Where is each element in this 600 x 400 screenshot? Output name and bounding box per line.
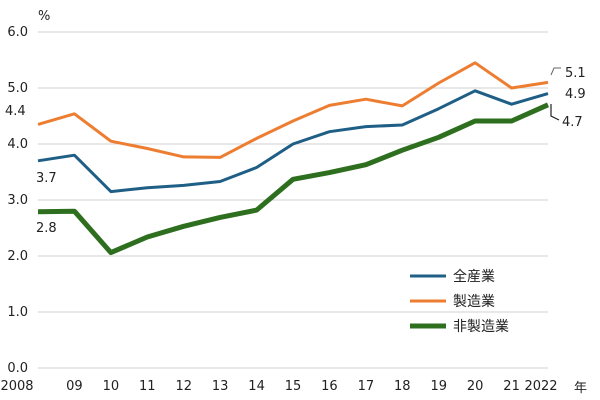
x-axis-ticks: 2008 09 10 11 12 13 14 15 16 17 18 19 20 21 2022: [0, 379, 557, 394]
legend-label: 製造業: [453, 294, 495, 310]
y-tick-label: 1.0: [7, 305, 28, 320]
series-lines: [37, 61, 550, 256]
data-labels: 4.4 3.7 2.8 5.1 4.9 4.7: [5, 66, 586, 236]
series-line-3: [37, 102, 550, 256]
data-label: 3.7: [36, 171, 57, 186]
x-tick-label: 2022: [524, 379, 557, 394]
data-label: 5.1: [565, 66, 586, 81]
y-tick-label: 4.0: [7, 137, 28, 152]
legend-label: 非製造業: [453, 319, 509, 335]
x-tick-label: 19: [430, 379, 447, 394]
data-label: 4.4: [5, 104, 26, 119]
y-tick-label: 3.0: [7, 193, 28, 208]
gridlines: [38, 31, 548, 369]
y-axis-ticks: 0.0 1.0 2.0 3.0 4.0 5.0 6.0: [7, 25, 28, 376]
y-tick-label: 0.0: [7, 361, 28, 376]
data-label: 4.7: [562, 115, 583, 130]
x-tick-label: 12: [175, 379, 192, 394]
x-tick-label: 15: [285, 379, 302, 394]
x-tick-label: 09: [66, 379, 83, 394]
data-label: 4.9: [565, 87, 586, 102]
series-line-2: [37, 61, 549, 159]
y-axis-unit-label: %: [38, 9, 50, 24]
x-tick-label: 20: [467, 379, 484, 394]
x-tick-label: 10: [103, 379, 120, 394]
x-tick-label: 17: [358, 379, 375, 394]
x-tick-label: 11: [139, 379, 156, 394]
x-tick-label: 2008: [0, 379, 33, 394]
leader-line: [550, 104, 560, 121]
x-axis-unit-label: 年: [574, 381, 587, 396]
legend-label: 全産業: [453, 268, 495, 285]
data-label: 2.8: [36, 221, 57, 236]
x-tick-label: 16: [321, 379, 338, 394]
x-tick-label: 13: [212, 379, 229, 394]
y-tick-label: 5.0: [7, 81, 28, 96]
x-tick-label: 14: [248, 379, 265, 394]
leader-line: [550, 67, 561, 76]
series-line-1: [37, 89, 549, 194]
x-tick-label: 21: [503, 379, 520, 394]
y-tick-label: 6.0: [7, 25, 28, 40]
x-tick-label: 18: [394, 379, 411, 394]
y-tick-label: 2.0: [7, 249, 28, 264]
